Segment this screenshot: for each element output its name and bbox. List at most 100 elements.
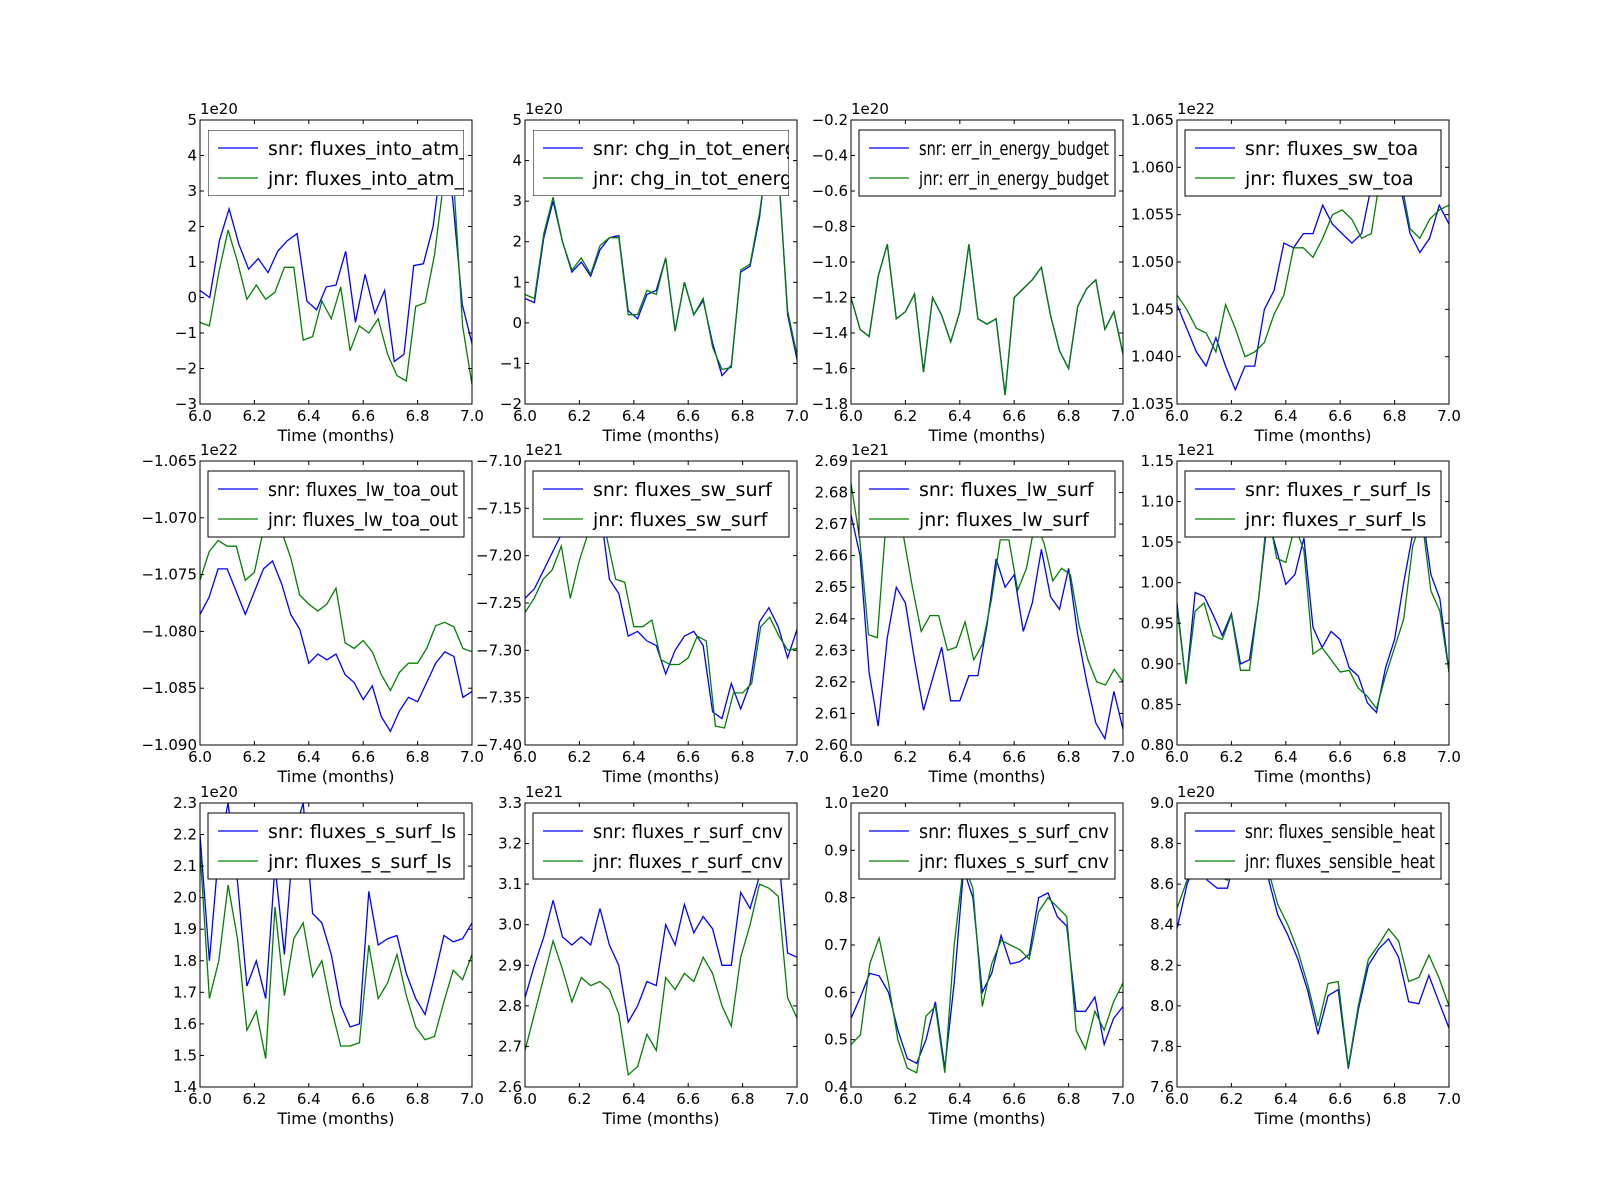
y-tick-label: 0.8 [824, 889, 848, 907]
legend-label-jnr: jnr: fluxes_sw_surf [592, 509, 769, 531]
series-line-snr [1177, 509, 1449, 714]
x-tick-label: 6.4 [1274, 407, 1298, 425]
x-tick-label: 6.6 [1328, 1090, 1352, 1108]
x-tick-label: 6.8 [1057, 1090, 1081, 1108]
y-tick-label: 4 [187, 147, 197, 165]
axis-multiplier: 1e20 [200, 100, 238, 118]
axis-multiplier: 1e21 [525, 783, 563, 801]
y-tick-label: 2.3 [173, 794, 197, 812]
x-tick-label: 7.0 [1111, 748, 1135, 766]
legend-label-snr: snr: fluxes_s_surf_ls [268, 821, 456, 843]
x-tick-label: 6.4 [622, 748, 646, 766]
x-tick-label: 7.0 [1437, 407, 1461, 425]
legend-box [207, 812, 465, 880]
y-tick-label: −1.2 [812, 289, 848, 307]
x-tick-label: 6.8 [1383, 748, 1407, 766]
x-tick-label: 6.6 [1002, 407, 1026, 425]
series-line-jnr [525, 144, 797, 371]
x-tick-label: 7.0 [460, 1090, 484, 1108]
x-tick-label: 6.6 [1002, 748, 1026, 766]
y-tick-label: 8.4 [1150, 916, 1174, 934]
x-tick-label: 6.8 [406, 748, 430, 766]
y-tick-label: −7.20 [476, 547, 522, 565]
x-axis-label: Time (months) [1254, 767, 1372, 786]
y-tick-label: −0.2 [812, 111, 848, 129]
axis-multiplier: 1e22 [1177, 100, 1215, 118]
series-line-snr [200, 148, 472, 363]
y-tick-label: 2.2 [173, 826, 197, 844]
y-tick-label: 1.8 [173, 952, 197, 970]
legend-box [533, 130, 789, 196]
x-tick-label: 7.0 [785, 1090, 809, 1108]
x-tick-label: 6.0 [188, 748, 212, 766]
y-tick-label: 1.055 [1131, 206, 1174, 224]
x-tick-label: 6.4 [622, 407, 646, 425]
legend: snr: fluxes_sw_toa jnr: fluxes_sw_toa [1184, 129, 1442, 197]
axis-multiplier: 1e22 [200, 441, 238, 459]
x-tick-label: 6.4 [948, 407, 972, 425]
legend: snr: fluxes_lw_surf jnr: fluxes_lw_surf [858, 470, 1116, 538]
legend-label-snr: snr: fluxes_lw_surf [919, 479, 1095, 501]
x-tick-label: 6.8 [1383, 1090, 1407, 1108]
y-tick-label: 0.7 [824, 936, 848, 954]
y-tick-label: 0.4 [824, 1078, 848, 1096]
x-tick-label: 6.6 [351, 1090, 375, 1108]
legend-box [858, 470, 1116, 538]
x-tick-label: 6.0 [1165, 407, 1189, 425]
series-line-jnr [525, 531, 797, 729]
y-tick-label: 1.00 [1141, 574, 1174, 592]
legend-label-jnr: jnr: chg_in_tot_energy_o_p [592, 168, 846, 190]
y-tick-label: 1.040 [1131, 348, 1174, 366]
y-tick-label: −7.35 [476, 689, 522, 707]
y-tick-label: 0.95 [1141, 614, 1174, 632]
y-tick-label: 5 [512, 111, 522, 129]
x-tick-label: 6.2 [893, 748, 917, 766]
x-tick-label: 6.2 [1219, 748, 1243, 766]
x-axis-label: Time (months) [277, 1109, 395, 1128]
x-tick-label: 6.6 [351, 748, 375, 766]
legend-label-snr: snr: chg_in_tot_energy_o_p [593, 138, 851, 160]
x-tick-label: 6.0 [513, 407, 537, 425]
x-axis-label: Time (months) [602, 767, 720, 786]
y-tick-label: −1.075 [141, 566, 197, 584]
y-tick-label: −1.0 [812, 253, 848, 271]
y-tick-label: 2.62 [815, 673, 848, 691]
x-tick-label: 6.8 [1057, 748, 1081, 766]
axes-frame [524, 119, 798, 405]
x-tick-label: 6.2 [567, 1090, 591, 1108]
x-axis-label: Time (months) [602, 1109, 720, 1128]
legend: snr: fluxes_into_atm_o_p jnr: fluxes_into… [208, 130, 464, 196]
legend: snr: fluxes_s_surf_cnv jnr: fluxes_s_surf… [858, 812, 1116, 880]
y-tick-label: −1.065 [141, 452, 197, 470]
y-tick-label: 1.045 [1131, 300, 1174, 318]
legend: snr: fluxes_r_surf_ls jnr: fluxes_r_surf_… [1184, 470, 1442, 538]
x-tick-label: 6.6 [1328, 407, 1352, 425]
x-tick-label: 6.8 [406, 407, 430, 425]
series-line-snr [200, 559, 472, 733]
y-tick-label: −1.090 [141, 736, 197, 754]
y-tick-label: 2.63 [815, 641, 848, 659]
y-tick-label: 2.61 [815, 704, 848, 722]
x-tick-label: 6.8 [1383, 407, 1407, 425]
y-tick-label: 2.1 [173, 857, 197, 875]
y-tick-label: 1.7 [173, 983, 197, 1001]
x-tick-label: 6.6 [676, 1090, 700, 1108]
axes-frame [1176, 460, 1450, 746]
legend: snr: err_in_energy_budget jnr: err_in_ene… [858, 129, 1116, 197]
y-tick-label: −7.15 [476, 499, 522, 517]
legend-label-jnr: jnr: fluxes_r_surf_ls [1244, 509, 1426, 531]
legend: snr: fluxes_s_surf_ls jnr: fluxes_s_surf_… [207, 812, 465, 880]
axes-frame [199, 802, 473, 1088]
legend-label-snr: snr: fluxes_r_surf_cnv [593, 821, 783, 843]
y-tick-label: −7.10 [476, 452, 522, 470]
legend: snr: fluxes_lw_toa_out jnr: fluxes_lw_toa… [207, 470, 465, 538]
y-tick-label: 0 [512, 314, 522, 332]
axes-frame [199, 460, 473, 746]
x-tick-label: 6.4 [622, 1090, 646, 1108]
y-tick-label: −1.4 [812, 324, 848, 342]
y-tick-label: 1.10 [1141, 493, 1174, 511]
axes-frame [524, 802, 798, 1088]
x-tick-label: 6.8 [1057, 407, 1081, 425]
y-tick-label: −2 [175, 360, 197, 378]
x-tick-label: 6.0 [513, 1090, 537, 1108]
